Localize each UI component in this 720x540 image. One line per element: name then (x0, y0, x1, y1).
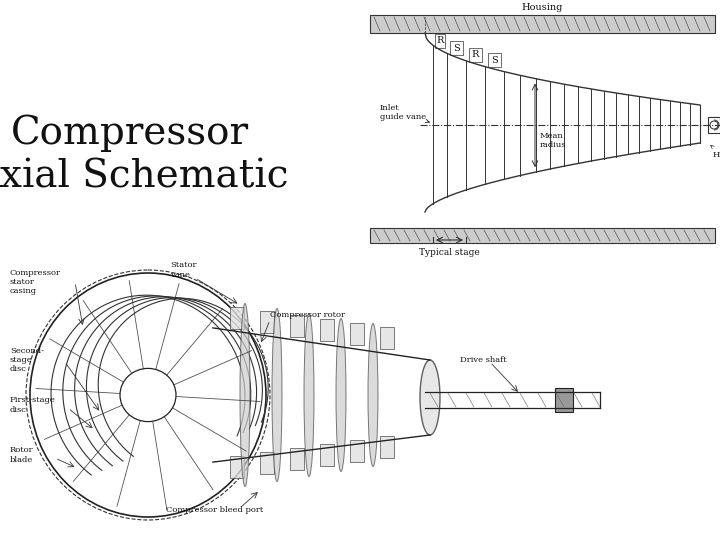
Bar (488, 53, 501, 67)
Bar (380, 327, 394, 349)
Text: Typical stage: Typical stage (419, 248, 480, 257)
Text: Inlet
guide vane: Inlet guide vane (380, 104, 429, 123)
Bar (450, 42, 463, 56)
Bar (370, 15, 715, 33)
Bar (350, 440, 364, 462)
Text: First-stage
disc: First-stage disc (10, 396, 55, 414)
Bar (290, 315, 304, 337)
Bar (469, 48, 482, 62)
Ellipse shape (420, 360, 440, 435)
Ellipse shape (336, 319, 346, 471)
Ellipse shape (272, 308, 282, 482)
Bar (708, 117, 720, 133)
Text: Compressor rotor: Compressor rotor (270, 311, 345, 319)
Text: R: R (436, 36, 444, 45)
Text: Mean
radius: Mean radius (540, 132, 567, 149)
Ellipse shape (304, 314, 314, 476)
Text: Rotor
blade: Rotor blade (10, 447, 34, 464)
Bar (230, 456, 244, 478)
Text: S: S (491, 56, 498, 65)
Circle shape (710, 121, 718, 129)
Bar (320, 319, 334, 341)
Bar (370, 228, 715, 243)
Text: Second-
stage
disc: Second- stage disc (10, 347, 44, 373)
Bar (435, 34, 445, 48)
Ellipse shape (368, 323, 378, 467)
Ellipse shape (240, 303, 250, 487)
Bar (290, 448, 304, 470)
Text: Drive shaft: Drive shaft (460, 356, 507, 364)
Bar (555, 388, 573, 412)
Bar (260, 452, 274, 474)
Bar (350, 323, 364, 345)
Text: Hub: Hub (711, 145, 720, 159)
Bar (320, 444, 334, 466)
Text: Housing: Housing (522, 3, 563, 12)
Text: Compressor bleed port: Compressor bleed port (166, 506, 264, 514)
Text: R: R (472, 50, 480, 59)
Bar (380, 436, 394, 458)
Text: Compressor
Axial Schematic: Compressor Axial Schematic (0, 115, 288, 195)
Bar (230, 307, 244, 329)
Text: Stator
vane: Stator vane (170, 261, 197, 279)
Text: Compressor
stator
casing: Compressor stator casing (10, 269, 61, 295)
Bar (260, 311, 274, 333)
Text: S: S (453, 44, 460, 53)
